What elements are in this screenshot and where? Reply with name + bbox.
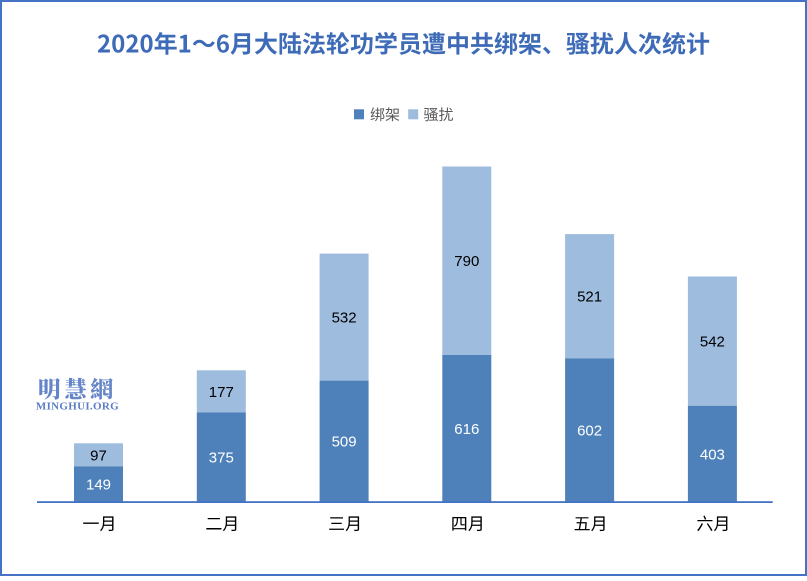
svg-text:616: 616 bbox=[454, 421, 479, 438]
svg-text:403: 403 bbox=[700, 446, 725, 463]
svg-text:MINGHUI.ORG: MINGHUI.ORG bbox=[36, 401, 119, 413]
svg-text:602: 602 bbox=[577, 423, 602, 440]
svg-text:532: 532 bbox=[332, 310, 357, 327]
svg-text:97: 97 bbox=[90, 447, 107, 464]
svg-text:375: 375 bbox=[209, 450, 234, 467]
svg-text:521: 521 bbox=[577, 289, 602, 306]
svg-text:177: 177 bbox=[209, 384, 234, 401]
svg-text:509: 509 bbox=[332, 434, 357, 451]
svg-text:149: 149 bbox=[86, 477, 111, 494]
svg-text:542: 542 bbox=[700, 334, 725, 351]
svg-text:790: 790 bbox=[454, 253, 479, 270]
